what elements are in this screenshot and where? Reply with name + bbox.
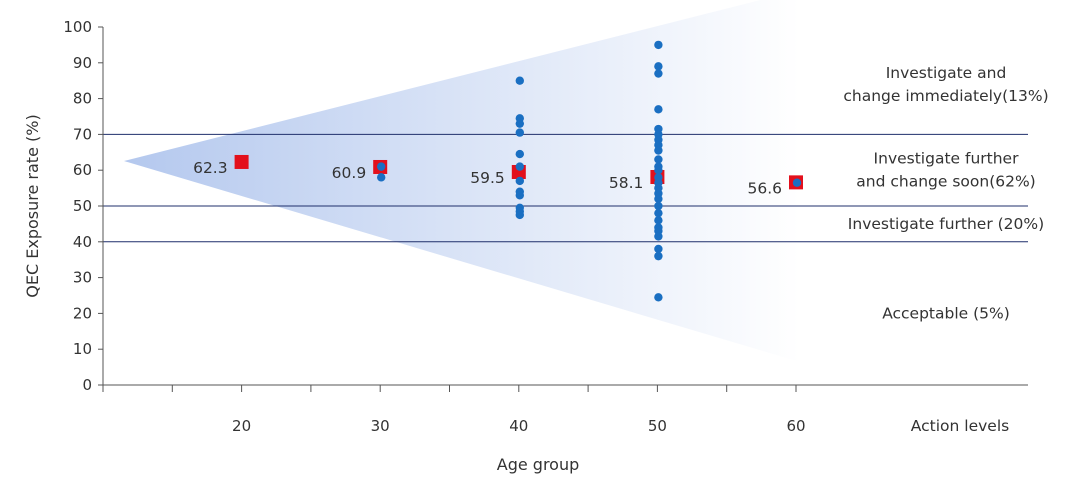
mean-value-label: 62.3: [193, 159, 228, 177]
action-level-label: Acceptable (5%): [882, 304, 1010, 322]
data-point: [654, 232, 663, 241]
data-point: [515, 128, 524, 137]
data-point: [654, 40, 663, 50]
action-level-label: Investigate further (20%): [848, 215, 1044, 233]
data-point: [654, 166, 663, 175]
data-point: [654, 155, 663, 164]
labels: 62.3 60.9 59.5 58.1 56.6 Investigate and chang…: [193, 64, 1049, 435]
x-tick-label: 20: [232, 417, 251, 435]
action-level-label: Investigate and: [886, 64, 1007, 82]
data-point: [654, 194, 663, 204]
mean-value-label: 56.6: [747, 179, 782, 197]
action-levels-title: Action levels: [911, 417, 1009, 435]
y-tick-label: 70: [73, 125, 92, 143]
x-tick-label: 60: [786, 417, 805, 435]
funnel-band: [124, 0, 800, 362]
y-tick-label: 40: [73, 233, 92, 251]
data-point: [654, 146, 663, 155]
y-tick-label: 0: [82, 376, 92, 394]
data-point: [515, 119, 524, 128]
y-tick-label: 50: [73, 197, 92, 215]
data-point: [377, 173, 386, 182]
threshold-lines: [103, 133, 1028, 243]
data-points: [234, 40, 803, 302]
y-tick-label: 90: [73, 54, 92, 72]
y-tick-label: 10: [73, 340, 92, 358]
x-tick-label: 40: [509, 417, 528, 435]
x-axis-title: Age group: [497, 455, 580, 474]
y-tick-label: 80: [73, 90, 92, 108]
data-point: [654, 216, 663, 225]
data-point: [654, 62, 663, 71]
data-point: [792, 178, 802, 187]
axes: 0 10 20 30 40 50 60 70 80 90 100 20 30 40 50 60 Age grou…: [23, 18, 1028, 474]
x-tick-label: 50: [648, 417, 667, 435]
data-point: [654, 293, 663, 302]
action-level-label: Investigate further: [874, 150, 1020, 168]
data-point: [654, 244, 663, 254]
y-tick-label: 100: [63, 18, 92, 36]
data-point: [654, 251, 663, 261]
y-tick-label: 20: [73, 304, 92, 322]
data-point: [654, 201, 663, 211]
data-point: [377, 162, 386, 171]
action-level-label: and change soon(62%): [856, 173, 1035, 191]
data-point: [515, 191, 524, 200]
data-point: [515, 162, 524, 171]
mean-value-label: 60.9: [332, 164, 367, 182]
mean-value-label: 58.1: [609, 174, 644, 192]
data-point: [515, 76, 524, 85]
data-point: [654, 69, 663, 78]
x-tick-label: 30: [371, 417, 390, 435]
y-axis-title: QEC Exposure rate (%): [23, 114, 42, 297]
data-point: [515, 176, 524, 186]
data-point: [654, 105, 663, 114]
mean-marker: [234, 154, 249, 169]
mean-value-label: 59.5: [470, 169, 505, 187]
action-level-label: change immediately(13%): [843, 87, 1048, 105]
y-tick-label: 60: [73, 161, 92, 179]
data-point: [515, 149, 524, 159]
data-point: [654, 208, 663, 218]
y-tick-label: 30: [73, 269, 92, 287]
data-point: [515, 210, 524, 220]
